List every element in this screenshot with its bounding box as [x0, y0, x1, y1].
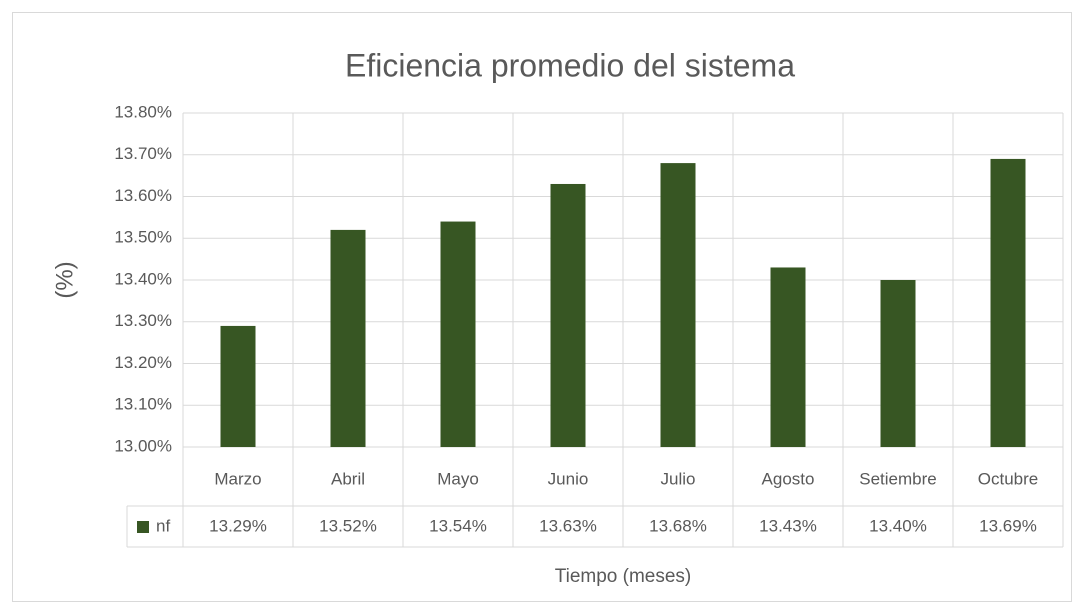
bar: [660, 163, 696, 447]
bar: [440, 221, 476, 447]
table-value: 13.69%: [979, 516, 1037, 535]
bar: [220, 325, 256, 447]
y-tick-label: 13.60%: [114, 186, 172, 205]
y-tick-label: 13.20%: [114, 353, 172, 372]
bar: [770, 267, 806, 447]
table-value: 13.40%: [869, 516, 927, 535]
x-tick-label: Setiembre: [859, 469, 936, 488]
legend-label: nf: [156, 516, 170, 535]
x-tick-label: Junio: [548, 469, 589, 488]
x-tick-label: Julio: [661, 469, 696, 488]
legend-key: [137, 521, 149, 533]
bar: [330, 229, 366, 447]
table-value: 13.54%: [429, 516, 487, 535]
table-value: 13.63%: [539, 516, 597, 535]
y-tick-label: 13.40%: [114, 269, 172, 288]
y-tick-label: 13.30%: [114, 311, 172, 330]
bar: [880, 280, 916, 447]
table-value: 13.52%: [319, 516, 377, 535]
bar: [990, 158, 1026, 448]
y-tick-label: 13.00%: [114, 436, 172, 455]
x-tick-label: Mayo: [437, 469, 479, 488]
y-tick-label: 13.70%: [114, 144, 172, 163]
y-tick-label: 13.50%: [114, 228, 172, 247]
chart-title: Eficiencia promedio del sistema: [345, 47, 795, 83]
x-tick-label: Octubre: [978, 469, 1038, 488]
y-axis-label: (%): [51, 261, 78, 298]
y-tick-label: 13.10%: [114, 395, 172, 414]
table-value: 13.29%: [209, 516, 267, 535]
table-value: 13.43%: [759, 516, 817, 535]
bar: [550, 183, 586, 447]
x-tick-label: Marzo: [214, 469, 261, 488]
x-tick-label: Abril: [331, 469, 365, 488]
y-tick-label: 13.80%: [114, 102, 172, 121]
x-axis-label: Tiempo (meses): [555, 566, 692, 587]
table-value: 13.68%: [649, 516, 707, 535]
x-tick-label: Agosto: [762, 469, 815, 488]
